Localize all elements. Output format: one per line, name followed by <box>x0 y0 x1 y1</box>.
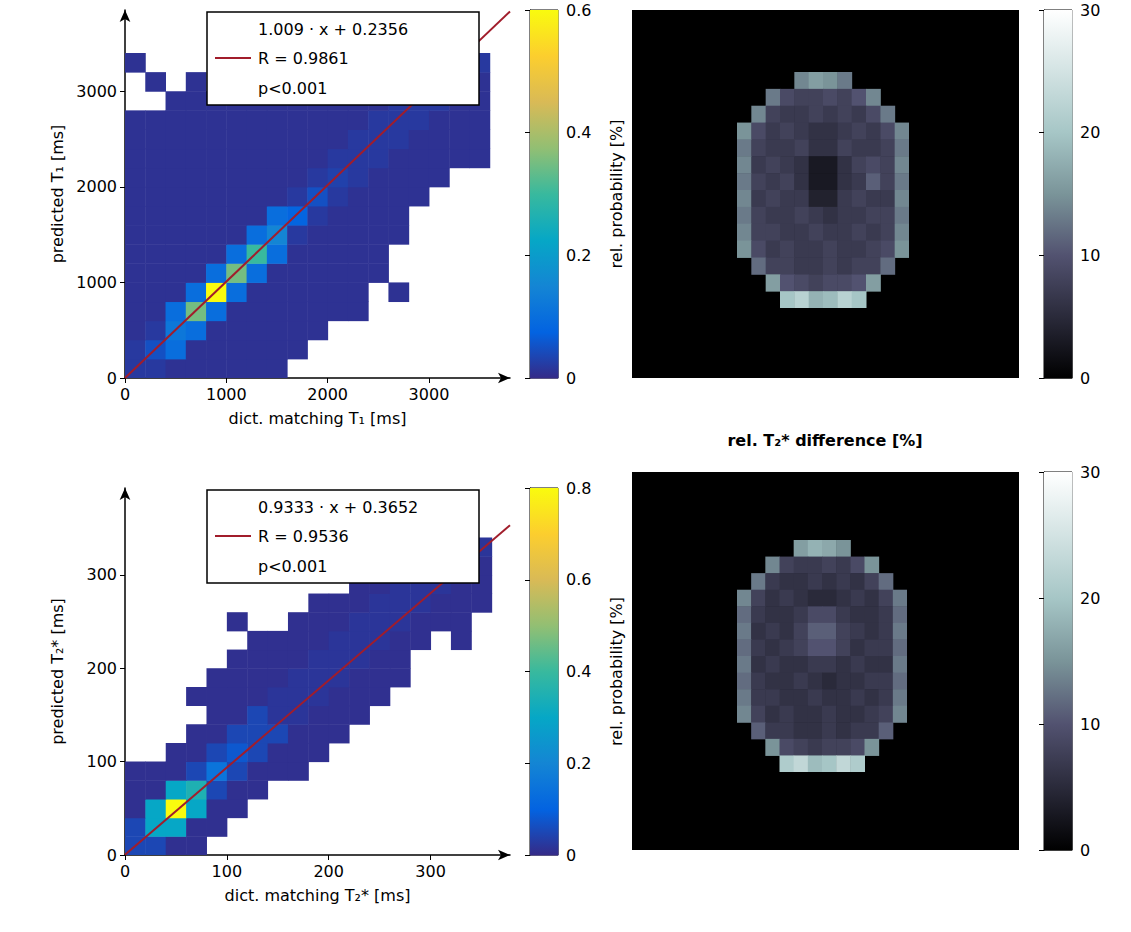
svg-text:3000: 3000 <box>76 82 117 101</box>
svg-text:0: 0 <box>1080 841 1090 860</box>
svg-text:300: 300 <box>86 565 117 584</box>
svg-text:0: 0 <box>566 369 576 388</box>
svg-text:2000: 2000 <box>307 385 348 404</box>
svg-text:0.9333 · x + 0.3652: 0.9333 · x + 0.3652 <box>258 498 418 517</box>
svg-text:dict. matching T₁ [ms]: dict. matching T₁ [ms] <box>229 409 407 428</box>
svg-text:200: 200 <box>313 862 344 881</box>
svg-text:rel. probability [%]: rel. probability [%] <box>607 120 626 269</box>
svg-text:20: 20 <box>1080 589 1100 608</box>
svg-text:R = 0.9861: R = 0.9861 <box>258 49 349 68</box>
svg-text:0.6: 0.6 <box>566 570 591 589</box>
svg-text:10: 10 <box>1080 715 1100 734</box>
svg-text:100: 100 <box>86 752 117 771</box>
svg-text:0: 0 <box>120 862 130 881</box>
svg-text:0: 0 <box>120 385 130 404</box>
svg-text:1000: 1000 <box>206 385 247 404</box>
svg-text:20: 20 <box>1080 123 1100 142</box>
svg-text:0: 0 <box>107 846 117 865</box>
svg-text:dict. matching T₂* [ms]: dict. matching T₂* [ms] <box>225 886 411 905</box>
svg-text:R = 0.9536: R = 0.9536 <box>258 527 349 546</box>
svg-text:10: 10 <box>1080 246 1100 265</box>
svg-text:p<0.001: p<0.001 <box>258 557 327 576</box>
svg-text:predicted T₂* [ms]: predicted T₂* [ms] <box>48 598 67 745</box>
svg-text:0.4: 0.4 <box>566 662 591 681</box>
svg-text:0.2: 0.2 <box>566 246 591 265</box>
svg-text:30: 30 <box>1080 463 1100 482</box>
svg-text:2000: 2000 <box>76 177 117 196</box>
svg-text:0.8: 0.8 <box>566 479 591 498</box>
svg-text:300: 300 <box>415 862 446 881</box>
svg-text:200: 200 <box>86 659 117 678</box>
svg-text:0: 0 <box>107 369 117 388</box>
svg-text:predicted T₁ [ms]: predicted T₁ [ms] <box>48 125 67 264</box>
svg-text:p<0.001: p<0.001 <box>258 79 327 98</box>
svg-text:3000: 3000 <box>409 385 450 404</box>
svg-text:100: 100 <box>212 862 243 881</box>
svg-text:0: 0 <box>1080 369 1090 388</box>
svg-text:30: 30 <box>1080 1 1100 20</box>
svg-text:0.2: 0.2 <box>566 754 591 773</box>
svg-text:rel. probability [%]: rel. probability [%] <box>607 597 626 746</box>
svg-text:rel. T₂* difference [%]: rel. T₂* difference [%] <box>727 431 922 450</box>
svg-text:1000: 1000 <box>76 273 117 292</box>
svg-text:1.009 · x + 0.2356: 1.009 · x + 0.2356 <box>258 20 408 39</box>
svg-text:0.4: 0.4 <box>566 123 591 142</box>
svg-text:0: 0 <box>566 846 576 865</box>
svg-text:0.6: 0.6 <box>566 1 591 20</box>
